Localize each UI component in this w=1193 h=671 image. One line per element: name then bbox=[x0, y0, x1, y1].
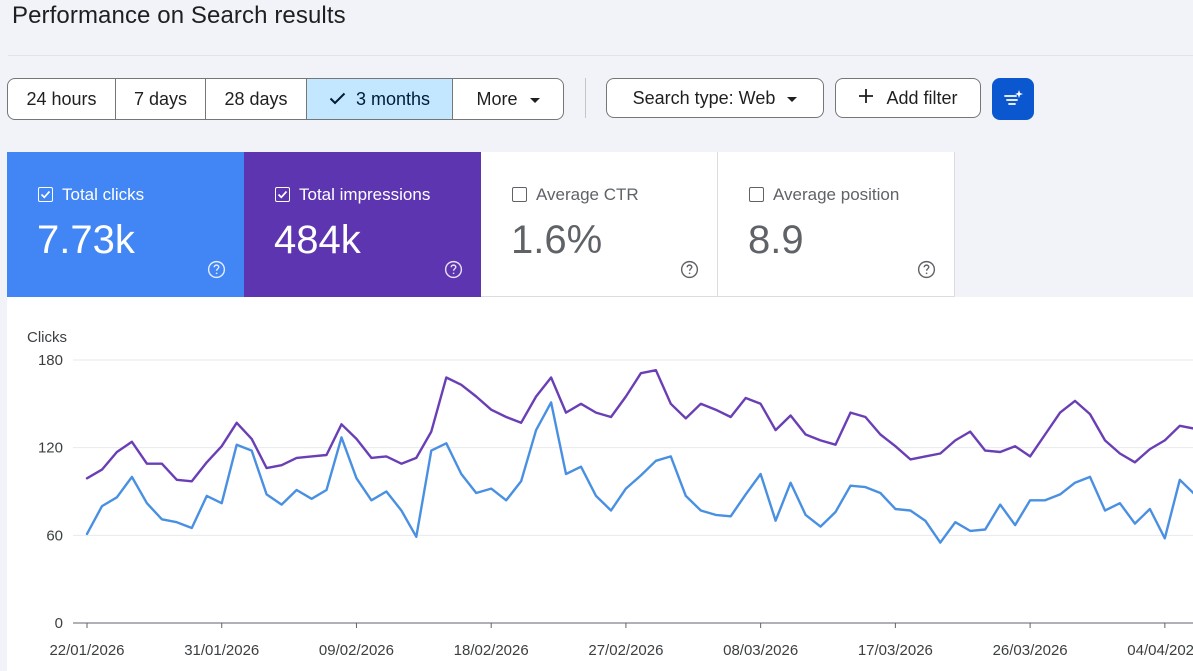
y-tick-label: 0 bbox=[55, 615, 63, 632]
help-icon[interactable] bbox=[444, 260, 463, 279]
range-3-months-label: 3 months bbox=[355, 88, 431, 109]
metric-value: 8.9 bbox=[748, 218, 804, 262]
x-tick-label: 04/04/2026 bbox=[1127, 642, 1193, 659]
help-icon[interactable] bbox=[207, 260, 226, 279]
add-filter-label: Add filter bbox=[886, 87, 958, 108]
help-icon[interactable] bbox=[917, 260, 936, 279]
plus-icon bbox=[858, 85, 874, 109]
metric-card-total-clicks[interactable]: Total clicks 7.73k bbox=[7, 152, 244, 297]
toolbar-divider bbox=[585, 78, 586, 118]
range-7-days-label: 7 days bbox=[133, 88, 188, 109]
help-icon[interactable] bbox=[680, 260, 699, 279]
x-tick-label: 17/03/2026 bbox=[858, 642, 933, 659]
range-24-hours-button[interactable]: 24 hours bbox=[8, 79, 116, 119]
metric-value: 7.73k bbox=[37, 218, 135, 262]
metric-card-total-impressions[interactable]: Total impressions 484k bbox=[244, 152, 481, 297]
y-tick-label: 120 bbox=[38, 440, 63, 457]
y-tick-label: 180 bbox=[38, 352, 63, 369]
metric-value: 484k bbox=[274, 218, 361, 262]
metric-label: Average position bbox=[773, 185, 900, 204]
metric-label: Average CTR bbox=[536, 185, 639, 204]
metric-label: Total clicks bbox=[62, 185, 145, 204]
performance-chart[interactable]: Clicks 180 120 60 0 22/01/2026 31/01/2026 09/0… bbox=[7, 297, 1193, 671]
range-7-days-button[interactable]: 7 days bbox=[116, 79, 206, 119]
x-tick-label: 31/01/2026 bbox=[184, 642, 259, 659]
series-line-total-impressions bbox=[85, 368, 1193, 483]
page-title: Performance on Search results bbox=[12, 2, 346, 29]
filter-sparkle-icon bbox=[1004, 90, 1023, 105]
range-28-days-label: 28 days bbox=[224, 88, 288, 109]
range-more-dropdown[interactable]: More bbox=[453, 79, 563, 119]
search-type-dropdown[interactable]: Search type: Web bbox=[606, 78, 824, 118]
metric-cards: Total clicks 7.73k Total impressions 484… bbox=[7, 152, 955, 297]
metric-card-average-position[interactable]: Average position 8.9 bbox=[718, 152, 955, 297]
checkbox-checked-icon[interactable] bbox=[38, 187, 53, 202]
title-divider bbox=[8, 55, 1193, 56]
x-tick-label: 18/02/2026 bbox=[454, 642, 529, 659]
checkbox-unchecked-icon[interactable] bbox=[749, 187, 764, 202]
add-filter-button[interactable]: Add filter bbox=[835, 78, 981, 118]
x-tick-label: 09/02/2026 bbox=[319, 642, 394, 659]
chevron-down-icon bbox=[787, 96, 798, 102]
y-tick-label: 60 bbox=[46, 527, 63, 544]
checkbox-checked-icon[interactable] bbox=[275, 187, 290, 202]
x-tick-label: 26/03/2026 bbox=[993, 642, 1068, 659]
date-range-selector: 24 hours 7 days 28 days 3 months More bbox=[7, 78, 564, 120]
chart-canvas: 180 120 60 0 22/01/2026 31/01/2026 09/02/2026 1… bbox=[38, 352, 1193, 659]
metric-card-average-ctr[interactable]: Average CTR 1.6% bbox=[481, 152, 718, 297]
checkbox-unchecked-icon[interactable] bbox=[512, 187, 527, 202]
range-24-hours-label: 24 hours bbox=[26, 88, 97, 109]
series-line-total-clicks bbox=[85, 401, 1193, 544]
x-tick-label: 08/03/2026 bbox=[723, 642, 798, 659]
metric-value: 1.6% bbox=[511, 218, 603, 262]
search-type-label: Search type: Web bbox=[632, 87, 776, 108]
range-3-months-button[interactable]: 3 months bbox=[307, 79, 453, 119]
range-28-days-button[interactable]: 28 days bbox=[206, 79, 307, 119]
filter-button[interactable] bbox=[992, 78, 1034, 120]
range-more-label: More bbox=[476, 88, 518, 109]
x-tick-label: 22/01/2026 bbox=[49, 642, 124, 659]
chevron-down-icon bbox=[529, 97, 540, 103]
check-icon bbox=[329, 90, 346, 108]
y-axis-label: Clicks bbox=[27, 329, 67, 346]
x-tick-label: 27/02/2026 bbox=[588, 642, 663, 659]
metric-label: Total impressions bbox=[299, 185, 431, 204]
